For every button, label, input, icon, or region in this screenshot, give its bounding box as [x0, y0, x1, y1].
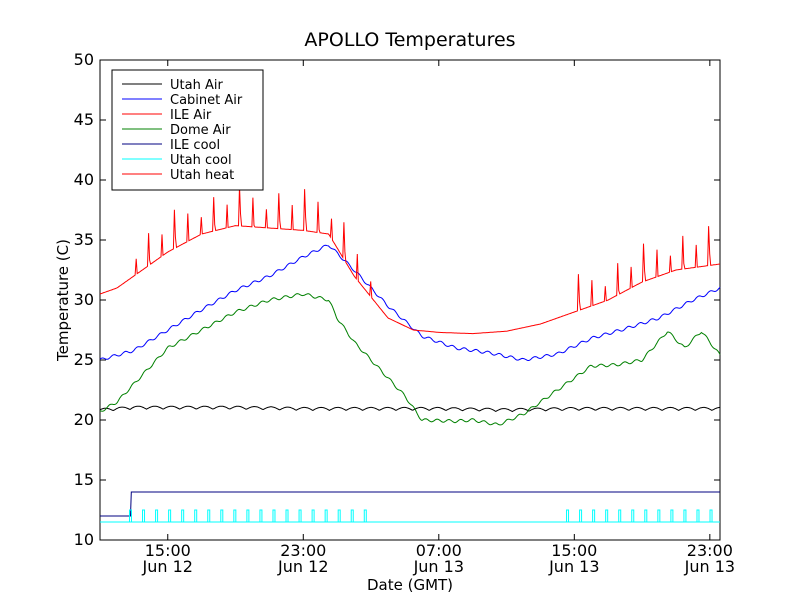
x-tick-label-time: 15:00	[145, 541, 191, 560]
x-tick-label-date: Jun 12	[142, 557, 193, 576]
series-line-ile-air	[99, 185, 721, 335]
utah-cool-pulse	[128, 509, 132, 522]
utah-cool-pulse	[683, 509, 687, 522]
y-tick-label: 30	[74, 290, 94, 309]
y-axis: 10 15 20 25 30 35 40 45 50	[74, 50, 720, 549]
y-tick-label: 35	[74, 230, 94, 249]
legend-label: ILE cool	[170, 138, 220, 153]
y-tick-label: 10	[74, 530, 94, 549]
utah-cool-pulse	[233, 509, 237, 522]
series-line-ile-cool	[100, 491, 720, 517]
utah-cool-pulse	[272, 509, 276, 522]
x-tick-label-date: Jun 13	[413, 557, 464, 576]
series-line-dome-air	[99, 293, 721, 426]
utah-cool-pulse	[363, 509, 367, 522]
legend-label: Cabinet Air	[170, 93, 243, 108]
utah-cool-pulse	[207, 509, 211, 522]
y-tick-label: 45	[74, 110, 94, 129]
x-axis-label: Date (GMT)	[367, 576, 453, 594]
x-tick-label-date: Jun 13	[684, 557, 735, 576]
series-line-utah-air	[99, 405, 721, 413]
utah-cool-pulse	[259, 509, 263, 522]
y-tick-label: 15	[74, 470, 94, 489]
utah-cool-pulse	[220, 509, 224, 522]
utah-cool-pulse	[696, 509, 700, 522]
series-line-cabinet-air	[99, 244, 721, 361]
y-tick-label: 50	[74, 50, 94, 69]
utah-cool-pulse	[618, 509, 622, 522]
legend-label: Utah heat	[170, 168, 234, 183]
series-layer	[99, 185, 721, 523]
chart-title: APOLLO Temperatures	[304, 29, 515, 51]
utah-cool-pulse	[605, 509, 609, 522]
utah-cool-pulse	[644, 509, 648, 522]
legend-label: Dome Air	[170, 123, 231, 138]
x-tick-label-time: 23:00	[687, 541, 733, 560]
utah-cool-pulse	[631, 509, 635, 522]
legend-box	[111, 69, 264, 191]
y-tick-label: 25	[74, 350, 94, 369]
legend-label: ILE Air	[170, 108, 212, 123]
utah-cool-pulse	[670, 509, 674, 522]
y-tick-label: 20	[74, 410, 94, 429]
x-tick-label-date: Jun 12	[277, 557, 328, 576]
utah-cool-pulse	[168, 509, 172, 522]
utah-cool-pulse	[194, 509, 198, 522]
utah-cool-pulse	[155, 509, 159, 522]
utah-cool-pulse	[657, 509, 661, 522]
utah-cool-pulse	[324, 509, 328, 522]
utah-cool-pulse	[285, 509, 289, 522]
utah-cool-pulse	[298, 509, 302, 522]
utah-cool-pulse	[246, 509, 250, 522]
utah-cool-pulse	[350, 509, 354, 522]
x-tick-label-date: Jun 13	[548, 557, 599, 576]
utah-cool-pulse	[709, 509, 713, 522]
legend-label: Utah cool	[170, 153, 232, 168]
y-axis-label: Temperature (C)	[54, 239, 72, 362]
legend-label: Utah Air	[170, 78, 223, 93]
x-tick-label-time: 23:00	[280, 541, 326, 560]
utah-cool-pulse	[181, 509, 185, 522]
utah-cool-pulse	[566, 509, 570, 522]
utah-cool-pulse	[142, 509, 146, 522]
utah-cool-pulse	[311, 509, 315, 522]
x-tick-label-time: 07:00	[416, 541, 462, 560]
y-tick-label: 40	[74, 170, 94, 189]
utah-cool-pulse	[579, 509, 583, 522]
utah-cool-pulse	[337, 509, 341, 522]
utah-cool-pulse	[592, 509, 596, 522]
x-tick-label-time: 15:00	[551, 541, 597, 560]
